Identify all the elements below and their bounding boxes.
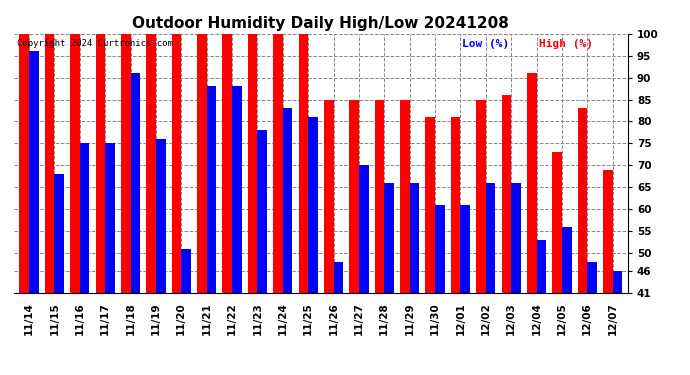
- Bar: [426, 117, 435, 375]
- Bar: [578, 108, 587, 375]
- Bar: [45, 34, 55, 375]
- Bar: [222, 34, 232, 375]
- Bar: [121, 34, 130, 375]
- Bar: [105, 143, 115, 375]
- Bar: [384, 183, 394, 375]
- Bar: [349, 99, 359, 375]
- Text: Copyright 2024 Curtronics.com: Copyright 2024 Curtronics.com: [17, 39, 172, 48]
- Bar: [55, 174, 64, 375]
- Bar: [299, 34, 308, 375]
- Bar: [29, 51, 39, 375]
- Bar: [19, 34, 29, 375]
- Bar: [232, 86, 241, 375]
- Bar: [451, 117, 460, 375]
- Bar: [273, 34, 283, 375]
- Bar: [248, 34, 257, 375]
- Bar: [552, 152, 562, 375]
- Bar: [181, 249, 191, 375]
- Bar: [80, 143, 90, 375]
- Bar: [460, 205, 470, 375]
- Bar: [410, 183, 420, 375]
- Bar: [95, 34, 105, 375]
- Bar: [257, 130, 267, 375]
- Bar: [308, 117, 318, 375]
- Bar: [603, 170, 613, 375]
- Bar: [527, 73, 537, 375]
- Bar: [156, 139, 166, 375]
- Text: High (%): High (%): [539, 39, 593, 49]
- Text: Low (%): Low (%): [462, 39, 509, 49]
- Bar: [511, 183, 521, 375]
- Bar: [172, 34, 181, 375]
- Bar: [613, 271, 622, 375]
- Bar: [359, 165, 368, 375]
- Bar: [537, 240, 546, 375]
- Title: Outdoor Humidity Daily High/Low 20241208: Outdoor Humidity Daily High/Low 20241208: [132, 16, 509, 31]
- Bar: [146, 34, 156, 375]
- Bar: [207, 86, 216, 375]
- Bar: [562, 227, 571, 375]
- Bar: [333, 262, 343, 375]
- Bar: [587, 262, 597, 375]
- Bar: [486, 183, 495, 375]
- Bar: [70, 34, 80, 375]
- Bar: [435, 205, 444, 375]
- Bar: [324, 99, 333, 375]
- Bar: [375, 99, 384, 375]
- Bar: [197, 34, 207, 375]
- Bar: [476, 99, 486, 375]
- Bar: [400, 99, 410, 375]
- Bar: [130, 73, 140, 375]
- Bar: [502, 95, 511, 375]
- Bar: [283, 108, 293, 375]
